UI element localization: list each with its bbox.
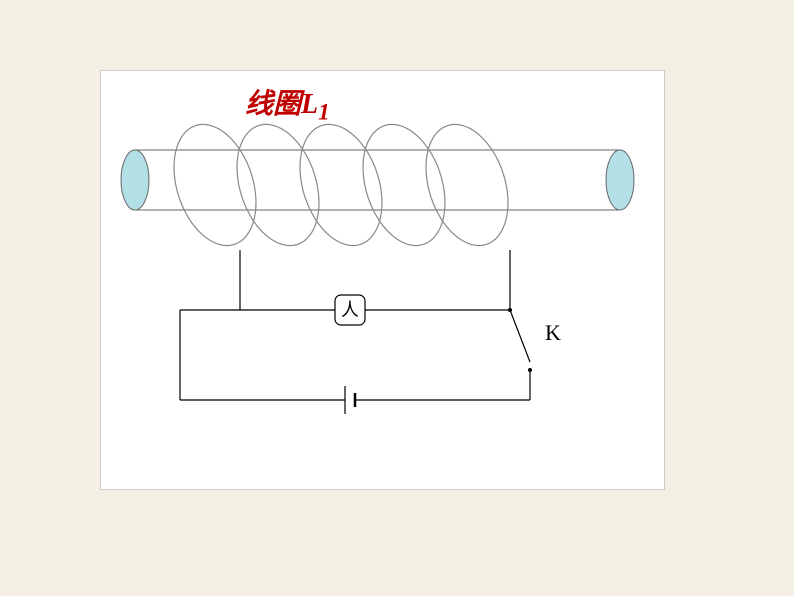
coil-windings [160,114,523,256]
iron-core-rod [121,150,634,210]
circuit-diagram: 人 [0,0,794,596]
circuit-wires: 人 [180,250,532,414]
coil-label: 线圈L1 [245,82,330,127]
ammeter-symbol: 人 [341,300,359,320]
coil-label-text: 线圈L [245,89,318,120]
coil-label-subscript: 1 [318,100,330,126]
switch-label: K [545,320,561,346]
